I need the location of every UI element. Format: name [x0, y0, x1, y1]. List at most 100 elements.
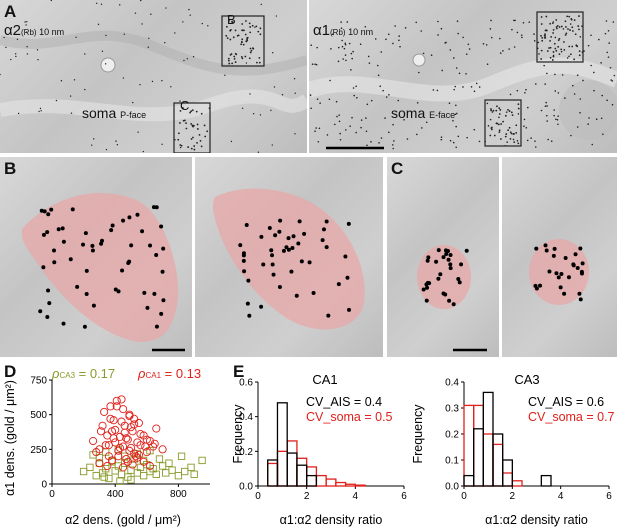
hist-bar-cv-ais: [276, 402, 288, 487]
gold-particle: [69, 95, 72, 97]
gold-particle: [524, 91, 526, 94]
gold-particle: [441, 255, 446, 260]
gold-particle: [352, 87, 355, 89]
gold-particle: [309, 94, 312, 96]
gold-particle: [164, 41, 166, 44]
gold-particle: [562, 291, 567, 296]
chart-ylabel: Frequency: [231, 404, 245, 464]
panel-a-left-texture: [0, 0, 307, 153]
gold-particle: [546, 50, 549, 52]
gold-particle: [294, 92, 296, 94]
gold-particle: [561, 74, 564, 76]
gold-particle: [348, 42, 351, 45]
gold-particle: [240, 55, 243, 58]
gold-particle: [196, 128, 199, 130]
scatter-point-ca1: [111, 425, 120, 434]
gold-particle: [121, 218, 126, 223]
gold-particle: [444, 42, 446, 44]
gold-particle: [297, 219, 302, 224]
gold-particle: [578, 246, 583, 251]
gold-particle: [245, 301, 250, 306]
gold-particle: [183, 59, 185, 62]
gold-particle: [277, 229, 282, 234]
gold-particle: [15, 55, 17, 58]
chart-ca3-x-tick-label: 0: [461, 491, 467, 502]
gold-particle: [109, 228, 114, 233]
hist-bar-cv-soma: [286, 440, 298, 487]
scatter-point-ca3: [152, 470, 160, 478]
chart-title-ca1: CA1: [312, 372, 337, 387]
gold-particle: [547, 269, 552, 274]
gold-particle: [601, 94, 604, 97]
gold-particle: [84, 292, 89, 297]
gold-particle: [612, 21, 615, 23]
gold-particle: [142, 290, 147, 295]
chart-d-xlabel: α2 dens. (gold / μm²): [65, 513, 181, 527]
chart-d-x-tick-label: 0: [49, 489, 55, 500]
gold-particle: [610, 79, 612, 81]
gold-particle: [557, 92, 560, 94]
gold-particle: [321, 227, 326, 232]
scatter-point-ca1: [122, 434, 131, 443]
gold-particle: [120, 268, 125, 273]
scatter-point-ca1: [128, 427, 137, 436]
gold-particle: [286, 236, 291, 241]
gold-particle: [544, 33, 546, 36]
chart-d-x-tick-label: 400: [107, 489, 124, 500]
gold-particle: [294, 133, 296, 135]
gold-particle: [569, 29, 571, 31]
gold-particle: [286, 247, 291, 252]
gold-particle: [226, 37, 229, 40]
gold-particle: [37, 59, 39, 61]
gold-particle: [115, 140, 117, 142]
gold-particle: [605, 20, 608, 22]
gold-particle: [540, 34, 542, 37]
gold-particle: [341, 39, 343, 42]
gold-particle: [335, 100, 338, 103]
panel-c-right-svg: [529, 239, 589, 305]
gold-particle: [270, 109, 272, 112]
gold-particle: [95, 2, 98, 5]
gold-particle: [434, 259, 439, 264]
gold-particle: [485, 44, 488, 46]
gold-particle: [185, 127, 188, 130]
scatter-point-ca3: [139, 472, 148, 480]
gold-particle: [495, 109, 498, 112]
gold-particle: [233, 58, 236, 60]
gold-particle: [179, 122, 181, 124]
gold-particle: [545, 114, 548, 117]
gold-particle: [510, 132, 513, 135]
gold-particle: [368, 62, 371, 64]
scatter-point-ca1: [106, 402, 115, 411]
gold-particle: [572, 84, 574, 87]
gold-particle: [271, 144, 273, 146]
gold-particle: [426, 255, 431, 260]
gold-particle: [40, 110, 42, 112]
gold-particle: [588, 117, 590, 119]
gold-particle: [533, 33, 535, 35]
gold-particle: [579, 111, 581, 114]
gold-particle: [84, 268, 89, 273]
gold-particle: [320, 238, 325, 243]
gold-particle: [99, 241, 104, 246]
gold-particle: [241, 258, 246, 263]
gold-particle: [570, 18, 573, 21]
gold-particle: [270, 262, 275, 267]
gold-particle: [10, 58, 12, 61]
gold-particle: [568, 45, 571, 48]
gold-particle: [315, 63, 318, 66]
panel-a-left-soma-label: soma P-face: [82, 105, 147, 121]
gold-particle: [75, 284, 80, 289]
gold-particle: [577, 25, 580, 27]
gold-particle: [161, 246, 166, 251]
gold-particle: [444, 251, 449, 256]
gold-particle: [489, 28, 492, 30]
gold-particle: [526, 139, 529, 142]
gold-particle: [565, 32, 568, 35]
gold-particle: [421, 287, 426, 292]
gold-particle: [440, 27, 443, 30]
gold-particle: [587, 123, 589, 125]
gold-particle: [499, 138, 502, 140]
gold-particle: [385, 96, 388, 98]
gold-particle: [260, 3, 262, 6]
